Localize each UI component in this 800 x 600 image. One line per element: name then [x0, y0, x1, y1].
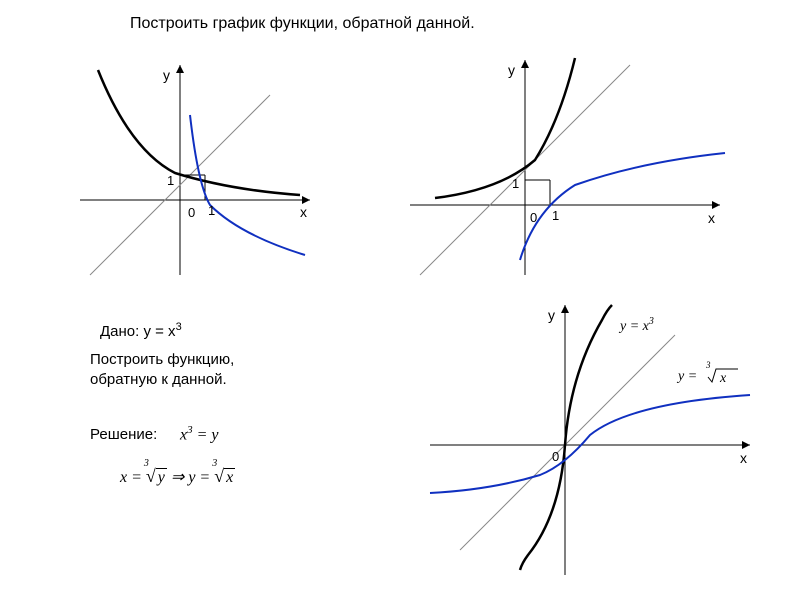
- g1-y-label: y: [163, 67, 170, 83]
- svg-text:x: x: [719, 371, 727, 386]
- graph-2: y x 0 1 1: [400, 50, 740, 280]
- g1-zero: 0: [188, 205, 195, 220]
- g3-x-label: x: [740, 450, 747, 466]
- g3-formula1: y = x3: [618, 316, 654, 334]
- g3-formula2: y = 3 x: [676, 360, 738, 386]
- solution-eq2: x = 3 √y ⇒ y = 3 √x: [120, 465, 235, 489]
- solution-eq1: x3 = y: [180, 423, 219, 446]
- g1-tick-y: 1: [167, 173, 174, 188]
- g1-x-label: x: [300, 204, 307, 220]
- g2-tick-y: 1: [512, 176, 519, 191]
- page-title: Построить график функции, обратной данно…: [130, 15, 475, 33]
- g2-x-label: x: [708, 210, 715, 226]
- solution-label: Решение:: [90, 425, 157, 445]
- g2-zero: 0: [530, 210, 537, 225]
- g2-tick-x: 1: [552, 208, 559, 223]
- g2-y-label: y: [508, 62, 515, 78]
- given-text: Дано: y = x3: [100, 320, 182, 342]
- g3-zero: 0: [552, 449, 559, 464]
- svg-text:3: 3: [705, 360, 711, 370]
- g1-tick-x: 1: [208, 203, 215, 218]
- task-text: Построить функцию, обратную к данной.: [90, 350, 234, 389]
- svg-text:y =: y =: [676, 369, 697, 384]
- g3-y-label: y: [548, 307, 555, 323]
- graph-1: y x 0 1 1: [70, 55, 330, 285]
- graph-3: y x 0 y = x3 y = 3 x: [420, 295, 770, 585]
